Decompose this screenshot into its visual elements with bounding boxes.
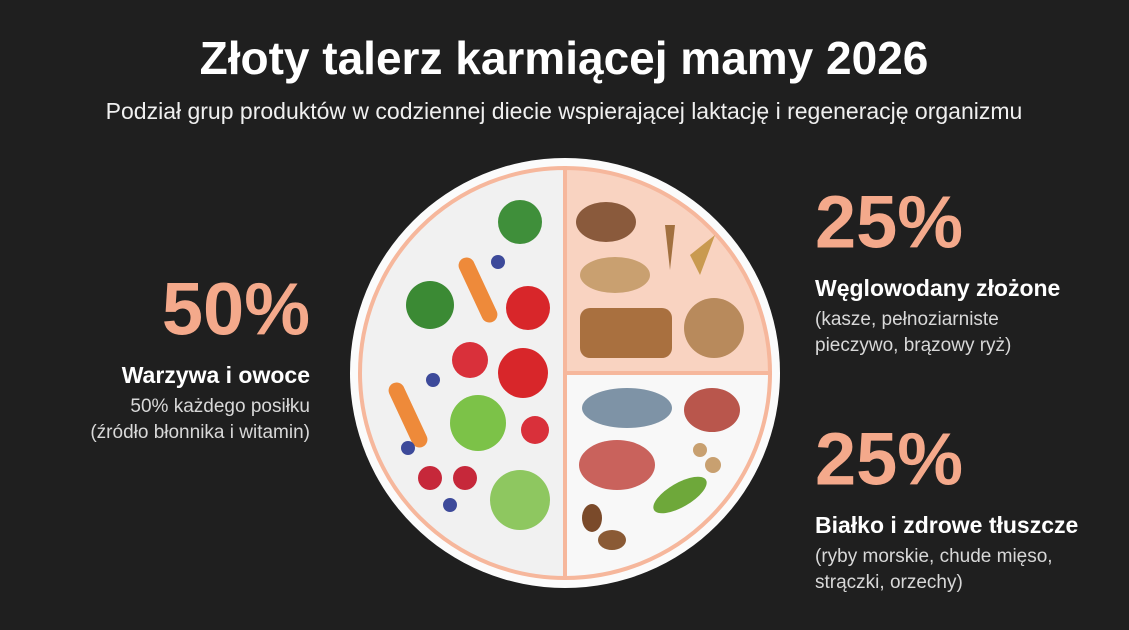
value-label: 25% [815,181,963,264]
category-description: 50% każdego posiłku [130,396,310,417]
legend: 50% Warzywa i owoce 50% każdego posiłku (źr… [90,181,1078,593]
category-description: pieczywo, brązowy ryż) [815,335,1011,356]
category-description: strączki, orzechy) [815,572,963,593]
category-label: Warzywa i owoce [122,362,310,388]
category-description: (ryby morskie, chude mięso, [815,546,1053,567]
value-label: 50% [162,268,310,351]
category-label: Węglowodany złożone [815,275,1060,301]
category-label: Białko i zdrowe tłuszcze [815,512,1078,538]
value-label: 25% [815,418,963,501]
chart-subtitle: Podział grup produktów w codziennej diec… [106,98,1023,124]
category-description: (kasze, pełnoziarniste [815,309,999,330]
category-description: (źródło błonnika i witamin) [90,422,310,443]
food-icons [388,200,744,550]
plate [358,165,773,581]
chart-title: Złoty talerz karmiącej mamy 2026 [200,32,929,84]
